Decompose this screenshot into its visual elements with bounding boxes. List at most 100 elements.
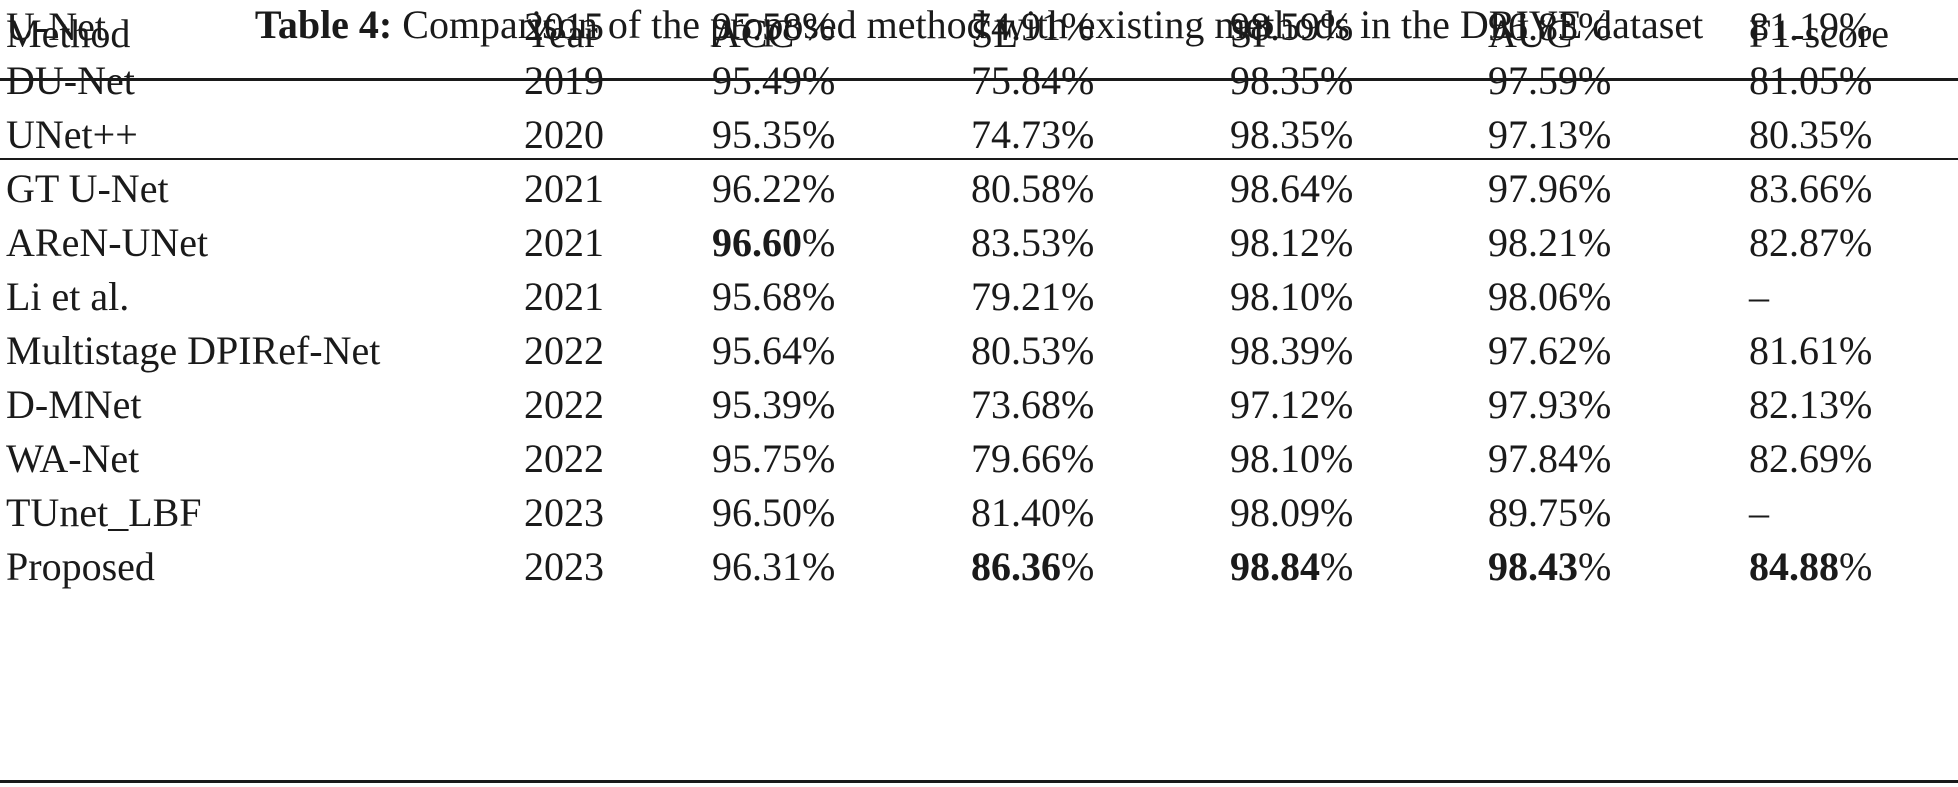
cell-sp: 97.12%: [1224, 378, 1482, 432]
cell-auc: 98.43%: [1482, 540, 1743, 594]
cell-value: DU-Net: [6, 58, 135, 103]
percent-sign: %: [1061, 382, 1095, 427]
table-row: UNet++ 2020 95.35% 74.73% 98.35% 97.13% 80.35%: [0, 108, 1958, 162]
cell-sp: 98.39%: [1224, 324, 1482, 378]
percent-sign: %: [1578, 166, 1612, 211]
cell-value: 98.35: [1230, 58, 1320, 103]
cell-value: 95.68: [712, 274, 802, 319]
cell-method: WA-Net: [0, 432, 518, 486]
cell-value: 98.59: [1230, 4, 1320, 49]
table-row: D-MNet 2022 95.39% 73.68% 97.12% 97.93% 82.13%: [0, 378, 1958, 432]
header-acc: ACC: [712, 11, 795, 56]
bottom-rule: [0, 780, 1958, 783]
cell-se: 86.36%: [965, 540, 1224, 594]
cell-se: 74.73%: [965, 108, 1224, 162]
cell-auc: 97.13%: [1482, 108, 1743, 162]
cell-value: U-Net: [6, 4, 106, 49]
cell-value: 2022: [524, 328, 604, 373]
cell-value: 81.05: [1749, 58, 1839, 103]
cell-year: 2023: [518, 540, 706, 594]
percent-sign: %: [1839, 4, 1873, 49]
cell-value: 98.35: [1230, 112, 1320, 157]
cell-value: 97.96: [1488, 166, 1578, 211]
cell-year: 2022: [518, 432, 706, 486]
table-row: Multistage DPIRef-Net 2022 95.64% 80.53% 98.…: [0, 324, 1958, 378]
percent-sign: %: [1061, 220, 1095, 265]
cell-value: 2020: [524, 112, 604, 157]
cell-sp: 98.09%: [1224, 486, 1482, 540]
cell-method: TUnet_LBF: [0, 486, 518, 540]
cell-value: 2019: [524, 58, 604, 103]
cell-auc: 98.21%: [1482, 216, 1743, 270]
percent-sign: %: [1839, 112, 1873, 157]
cell-value: 2023: [524, 544, 604, 589]
percent-sign: %: [1578, 490, 1612, 535]
cell-auc: 97.96%: [1482, 162, 1743, 216]
cell-sp: 98.10%: [1224, 270, 1482, 324]
cell-value: 95.35: [712, 112, 802, 157]
cell-f1: 84.88%: [1743, 540, 1958, 594]
header-auc: AUC: [1488, 11, 1573, 56]
cell-value: Proposed: [6, 544, 155, 589]
caption-label: Table 4:: [254, 2, 393, 47]
cell-year: 2022: [518, 324, 706, 378]
cell-value: –: [1749, 274, 1769, 319]
cell-f1: 82.69%: [1743, 432, 1958, 486]
percent-sign: %: [1839, 382, 1873, 427]
percent-sign: %: [1320, 274, 1354, 319]
table-row: U-Net 2015 95.58% 74.91% 98.59% 96.83% 81.19%: [0, 0, 1958, 54]
percent-sign: %: [1839, 544, 1873, 589]
cell-value: 81.61: [1749, 328, 1839, 373]
cell-value: 97.84: [1488, 436, 1578, 481]
cell-value: AReN-UNet: [6, 220, 209, 265]
cell-acc: 95.49%: [706, 54, 965, 108]
cell-value: WA-Net: [6, 436, 140, 481]
cell-value: 98.43: [1488, 544, 1578, 589]
caption-text: Comparison of the proposed method with e…: [402, 2, 1704, 47]
percent-sign: %: [1839, 58, 1873, 103]
percent-sign: %: [802, 58, 836, 103]
table-row: AReN-UNet 2021 96.60% 83.53% 98.12% 98.21% 82.…: [0, 216, 1958, 270]
cell-sp: 98.10%: [1224, 432, 1482, 486]
cell-value: 86.36: [971, 544, 1061, 589]
table-row: GT U-Net 2021 96.22% 80.58% 98.64% 97.96% 83.6…: [0, 162, 1958, 216]
cell-year: 2022: [518, 378, 706, 432]
cell-year: 2021: [518, 162, 706, 216]
percent-sign: %: [1061, 274, 1095, 319]
cell-value: 75.84: [971, 58, 1061, 103]
cell-value: Multistage DPIRef-Net: [6, 328, 381, 373]
header-se: SE: [971, 11, 1018, 56]
percent-sign: %: [802, 166, 836, 211]
cell-se: 79.66%: [965, 432, 1224, 486]
cell-value: 98.10: [1230, 274, 1320, 319]
percent-sign: %: [1578, 328, 1612, 373]
cell-method: GT U-Net: [0, 162, 518, 216]
percent-sign: %: [1578, 220, 1612, 265]
cell-value: 80.53: [971, 328, 1061, 373]
cell-se: 73.68%: [965, 378, 1224, 432]
cell-sp: 98.84%: [1224, 540, 1482, 594]
cell-auc: 97.59%: [1482, 54, 1743, 108]
cell-value: 98.06: [1488, 274, 1578, 319]
cell-value: 83.66: [1749, 166, 1839, 211]
cell-year: 2020: [518, 108, 706, 162]
cell-value: 98.10: [1230, 436, 1320, 481]
cell-value: 97.62: [1488, 328, 1578, 373]
cell-se: 80.58%: [965, 162, 1224, 216]
cell-value: 96.22: [712, 166, 802, 211]
percent-sign: %: [802, 436, 836, 481]
cell-f1: 81.19%: [1743, 0, 1958, 54]
cell-method: Li et al.: [0, 270, 518, 324]
results-table: U-Net 2015 95.58% 74.91% 98.59% 96.83% 81.19% D…: [0, 0, 1958, 594]
cell-sp: 98.35%: [1224, 54, 1482, 108]
cell-auc: 97.84%: [1482, 432, 1743, 486]
cell-value: 79.21: [971, 274, 1061, 319]
percent-sign: %: [1578, 274, 1612, 319]
cell-acc: 95.68%: [706, 270, 965, 324]
percent-sign: %: [802, 490, 836, 535]
cell-value: 81.40: [971, 490, 1061, 535]
cell-value: 81.19: [1749, 4, 1839, 49]
cell-method: DU-Net: [0, 54, 518, 108]
cell-f1: 81.05%: [1743, 54, 1958, 108]
cell-value: 2021: [524, 166, 604, 211]
